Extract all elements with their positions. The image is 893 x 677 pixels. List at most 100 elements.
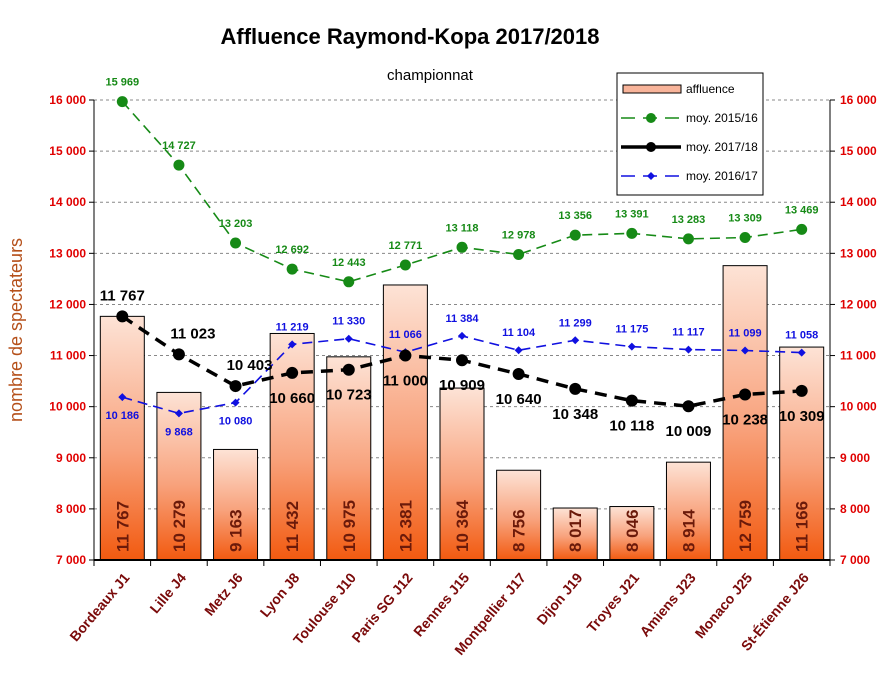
bar-value-label: 12 381: [396, 500, 415, 552]
data-label: 11 299: [559, 317, 592, 329]
data-label: 10 640: [496, 391, 542, 408]
bar: [552, 507, 598, 561]
data-point-marker: [344, 334, 353, 343]
y-tick-label-left: 12 000: [49, 297, 86, 311]
data-label: 13 391: [615, 208, 649, 220]
data-label: 10 909: [439, 377, 485, 394]
data-point-marker: [399, 259, 411, 271]
legend-label: moy. 2017/18: [686, 140, 758, 154]
x-tick-label: Metz J6: [201, 569, 246, 618]
legend-label: moy. 2015/16: [686, 111, 758, 125]
x-tick-label: Lyon J8: [257, 569, 303, 620]
data-label: 11 023: [170, 325, 215, 342]
bar-value-label: 12 759: [736, 500, 755, 552]
data-label: 11 117: [672, 327, 704, 339]
data-label: 10 186: [105, 410, 139, 422]
bar-value-label: 11 767: [113, 501, 132, 552]
bar-value-label: 8 017: [566, 509, 585, 552]
y-tick-label-left: 11 000: [50, 349, 86, 363]
legend-swatch-bar: [622, 84, 682, 94]
data-label: 11 767: [100, 287, 145, 304]
y-axis-label: nombre de spectateurs: [6, 238, 26, 422]
data-point-marker: [288, 340, 297, 349]
y-tick-label-left: 7 000: [56, 553, 86, 567]
data-point-marker: [231, 398, 240, 407]
data-label: 11 175: [615, 324, 648, 336]
bar-value-label: 10 364: [453, 499, 472, 552]
data-point-marker: [797, 348, 806, 357]
data-point-marker: [795, 384, 808, 397]
bar: [439, 387, 485, 561]
x-tick-label: Monaco J25: [692, 569, 756, 641]
data-point-marker: [741, 346, 750, 355]
legend-marker: [646, 142, 656, 152]
data-point-marker: [627, 342, 636, 351]
data-point-marker: [286, 263, 298, 275]
chart-title: Affluence Raymond-Kopa 2017/2018: [220, 24, 599, 49]
y-tick-label-right: 8 000: [840, 502, 870, 516]
data-label: 11 219: [276, 321, 309, 333]
data-label: 10 348: [552, 406, 598, 423]
data-point-marker: [571, 336, 580, 345]
data-label: 13 203: [219, 218, 253, 230]
data-point-marker: [229, 380, 242, 393]
legend-label: affluence: [686, 82, 735, 96]
data-point-marker: [116, 310, 129, 323]
legend-label: moy. 2016/17: [686, 169, 758, 183]
data-label: 10 723: [326, 387, 372, 404]
data-label: 13 356: [558, 210, 592, 222]
y-tick-label-left: 9 000: [56, 451, 86, 465]
data-point-marker: [456, 354, 468, 367]
data-label: 11 000: [383, 373, 428, 390]
data-label: 10 009: [666, 423, 712, 440]
data-label: 10 309: [779, 408, 825, 425]
bars: 11 767 10 279 9 163 11 432 10 975 12 381 10 36…: [99, 265, 825, 561]
bar-value-label: 9 163: [227, 509, 246, 552]
data-point-marker: [796, 223, 808, 235]
y-tick-label-left: 16 000: [49, 93, 86, 107]
y-tick-label-right: 10 000: [840, 400, 877, 414]
x-tick-label: Paris SG J12: [348, 569, 415, 645]
data-label: 10 080: [219, 416, 253, 428]
bar-value-label: 8 914: [679, 509, 698, 552]
x-tick-label: Lille J4: [146, 569, 189, 616]
data-label: 11 330: [332, 316, 365, 328]
data-point-marker: [172, 348, 185, 361]
data-label: 12 443: [332, 257, 366, 269]
y-tick-label-right: 15 000: [840, 144, 877, 158]
y-tick-label-right: 16 000: [840, 93, 877, 107]
bar-value-label: 8 756: [510, 509, 529, 552]
data-label: 10 660: [269, 390, 315, 407]
y-tick-label-right: 14 000: [840, 195, 877, 209]
data-point-marker: [118, 393, 127, 402]
data-label: 11 099: [729, 327, 762, 339]
bar-value-label: 11 166: [793, 501, 812, 552]
data-label: 11 058: [785, 330, 818, 342]
data-point-marker: [174, 409, 183, 418]
data-label: 9 868: [165, 426, 193, 438]
data-label: 10 238: [722, 412, 768, 429]
bar: [665, 461, 711, 561]
bar: [722, 265, 768, 561]
data-point-marker: [286, 366, 299, 379]
data-point-marker: [512, 367, 525, 380]
x-tick-label: Bordeaux J1: [66, 569, 132, 644]
y-tick-label-left: 15 000: [49, 144, 86, 158]
data-label: 11 066: [389, 329, 422, 341]
x-tick-label: Troyes J21: [583, 569, 642, 635]
data-point-marker: [116, 96, 128, 108]
data-point-marker: [342, 363, 355, 376]
data-label: 13 118: [445, 222, 478, 234]
legend-marker: [646, 113, 656, 123]
data-label: 12 771: [389, 240, 423, 252]
data-point-marker: [514, 346, 523, 355]
bar: [382, 284, 428, 561]
data-point-marker: [625, 394, 638, 407]
y-tick-label-left: 14 000: [49, 195, 86, 209]
series-lines: 10 186 9 868 10 080 11 219 11 330 11 066 11 38…: [100, 77, 825, 441]
data-point-marker: [682, 233, 694, 245]
data-label: 12 978: [502, 229, 536, 241]
data-point-marker: [739, 388, 752, 401]
bar: [779, 346, 825, 561]
